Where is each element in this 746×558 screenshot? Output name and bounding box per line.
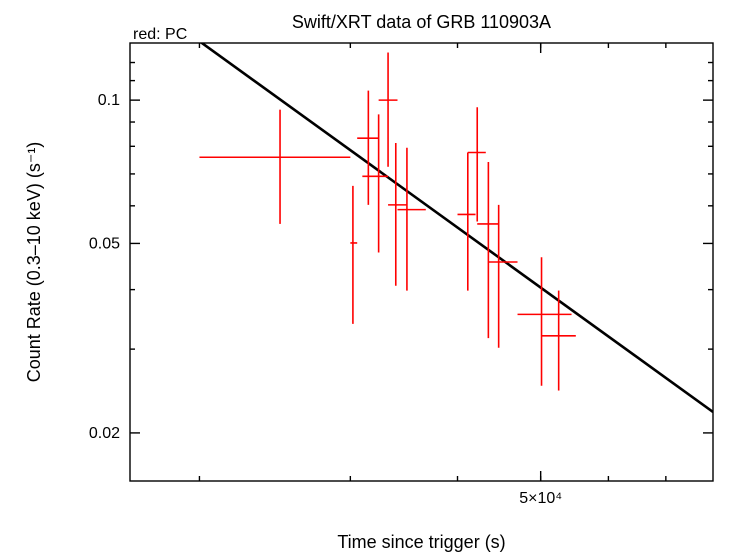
y-tick-label: 0.02	[89, 425, 120, 442]
y-tick-label: 0.05	[89, 235, 120, 252]
plot-background	[0, 0, 746, 558]
y-axis-label: Count Rate (0.3–10 keV) (s⁻¹)	[24, 142, 44, 383]
legend-label: red: PC	[133, 26, 187, 43]
x-tick-label: 5×10⁴	[519, 490, 562, 507]
y-tick-label: 0.1	[98, 92, 120, 109]
scatter-plot: 5×10⁴ 0.02 0.05 0.1 Swift/XRT data of GRB 11…	[0, 0, 746, 558]
x-axis-label: Time since trigger (s)	[337, 532, 505, 552]
chart-container: { "chart": { "type": "scatter-errorbar-l…	[0, 0, 746, 558]
plot-title: Swift/XRT data of GRB 110903A	[292, 12, 551, 32]
